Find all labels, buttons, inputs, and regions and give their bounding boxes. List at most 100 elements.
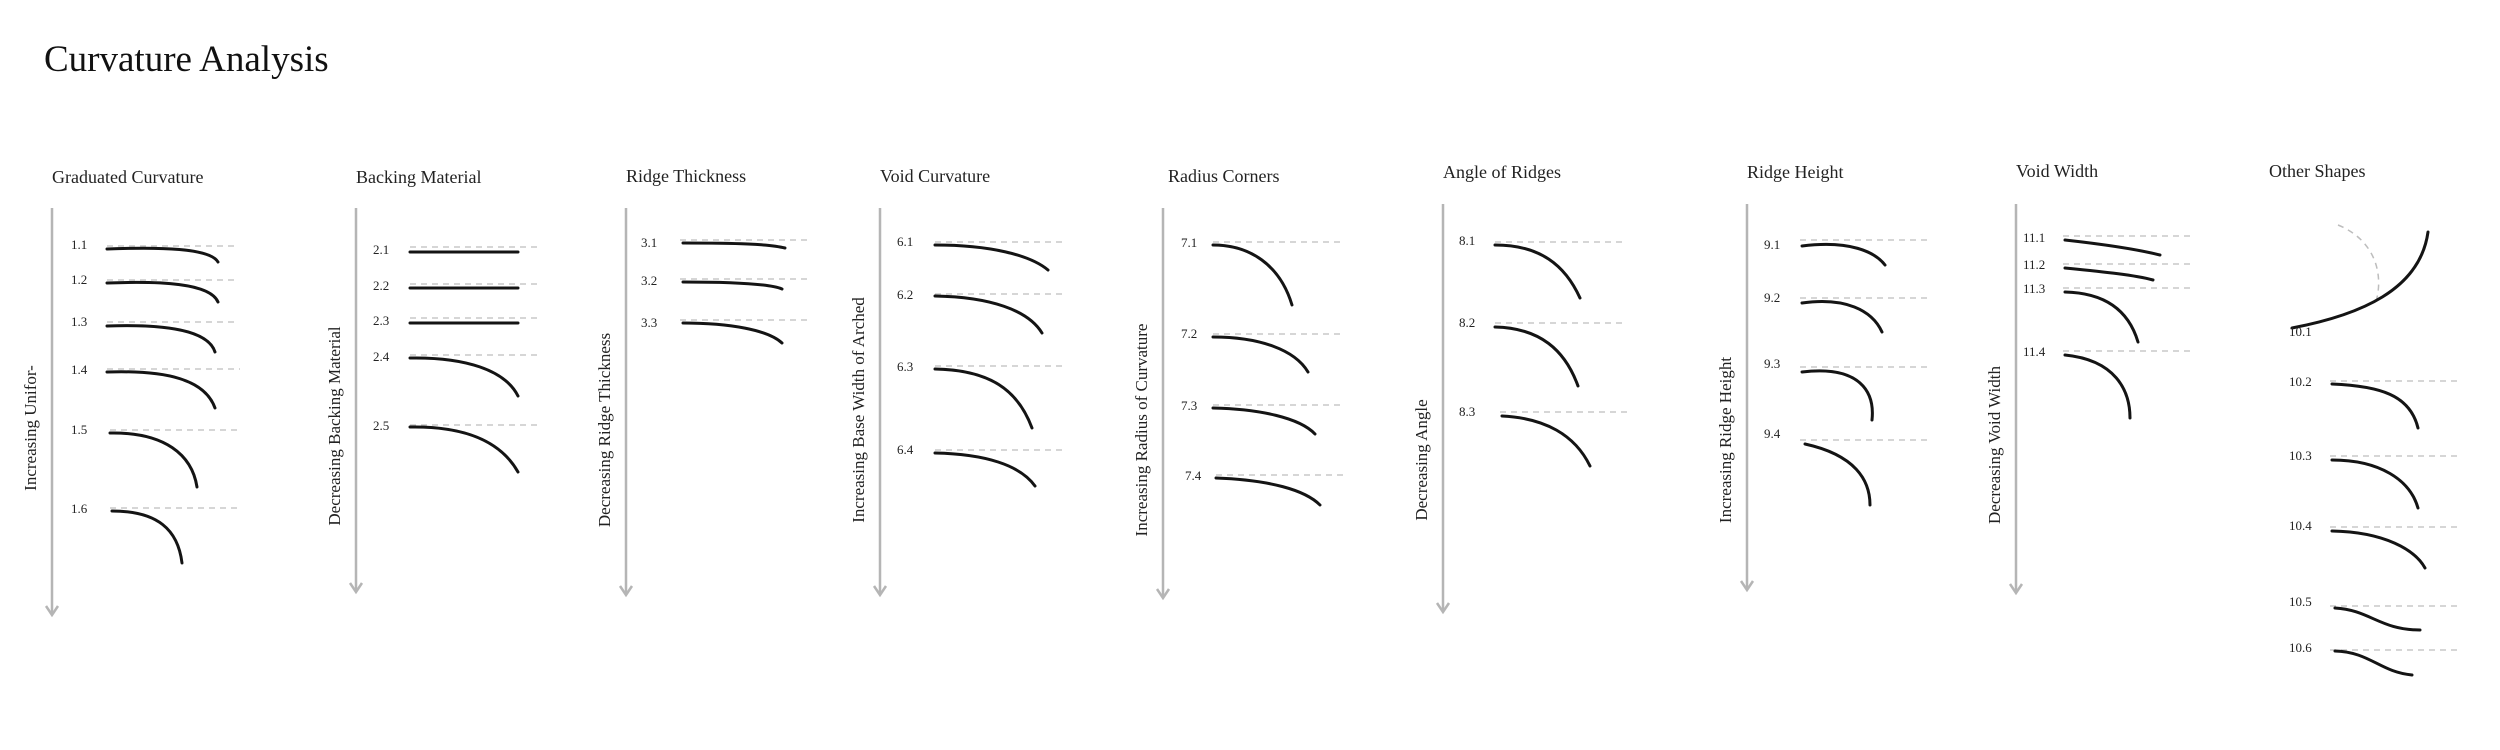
item-label: 10.4 — [2289, 518, 2312, 533]
item-7-3: 7.3 — [1181, 398, 1343, 436]
item-label: 3.3 — [641, 315, 657, 330]
item-9-3: 9.3 — [1764, 356, 1930, 422]
curve-profile — [681, 321, 784, 345]
item-1-6: 1.6 — [71, 501, 242, 565]
item-2-4: 2.4 — [373, 349, 540, 398]
column-ridge-thickness: Ridge Thickness Decreasing Ridge Thicknes… — [595, 166, 812, 598]
item-label: 1.5 — [71, 422, 87, 437]
item-label: 10.6 — [2289, 640, 2312, 655]
column-title: Angle of Ridges — [1443, 162, 1561, 182]
item-label: 10.3 — [2289, 448, 2312, 463]
item-10-6: 10.6 — [2289, 640, 2460, 677]
item-label: 3.2 — [641, 273, 657, 288]
item-label: 6.2 — [897, 287, 913, 302]
curve-profile — [2290, 230, 2430, 330]
column-title: Other Shapes — [2269, 161, 2365, 181]
item-8-1: 8.1 — [1459, 233, 1625, 300]
item-8-2: 8.2 — [1459, 315, 1625, 388]
item-label: 8.3 — [1459, 404, 1475, 419]
item-label: 11.2 — [2023, 257, 2045, 272]
item-label: 7.1 — [1181, 235, 1197, 250]
item-7-2: 7.2 — [1181, 326, 1343, 374]
item-6-2: 6.2 — [897, 287, 1065, 335]
curve-profile — [2330, 458, 2420, 510]
item-2-3: 2.3 — [373, 313, 540, 328]
item-label: 2.2 — [373, 278, 389, 293]
item-6-1: 6.1 — [897, 234, 1065, 272]
curve-profile — [1800, 242, 1887, 267]
column-backing-material: Backing Material Decreasing Backing Mater… — [325, 167, 540, 595]
axis-arrow-icon — [1155, 588, 1171, 601]
item-10-5: 10.5 — [2289, 594, 2460, 632]
curve-profile — [933, 451, 1037, 488]
item-1-3: 1.3 — [71, 314, 236, 354]
item-label: 10.2 — [2289, 374, 2312, 389]
curve-profile — [933, 294, 1044, 335]
curve-profile — [408, 425, 520, 474]
curve-profile — [105, 370, 217, 410]
item-label: 7.3 — [1181, 398, 1197, 413]
column-void-curvature: Void Curvature Increasing Base Width of A… — [849, 166, 1065, 598]
curve-profile — [1800, 369, 1874, 422]
item-10-4: 10.4 — [2289, 518, 2460, 570]
curve-profile — [1803, 442, 1872, 507]
curve-profile — [933, 243, 1050, 272]
item-label: 6.3 — [897, 359, 913, 374]
column-title: Ridge Thickness — [626, 166, 746, 186]
axis-arrow-icon — [44, 605, 60, 618]
axis-label: Decreasing Angle — [1412, 399, 1431, 520]
item-label: 10.1 — [2289, 324, 2312, 339]
column-title: Void Curvature — [880, 166, 990, 186]
axis-label: Increasing Radius of Curvature — [1132, 324, 1151, 537]
item-10-3: 10.3 — [2289, 448, 2460, 510]
curve-profile — [1211, 406, 1317, 436]
item-10-2: 10.2 — [2289, 374, 2460, 430]
axis-arrow-icon — [2008, 583, 2024, 596]
axis-label: Increasing Unifor- — [21, 365, 40, 491]
item-label: 11.4 — [2023, 344, 2046, 359]
column-angle-of-ridges: Angle of Ridges Decreasing Angle 8.1 8.2 8.3 — [1412, 162, 1630, 615]
item-label: 10.5 — [2289, 594, 2312, 609]
item-10-1: 10.1 — [2289, 224, 2430, 339]
item-label: 2.3 — [373, 313, 389, 328]
curve-profile — [105, 280, 220, 304]
item-11-2: 11.2 — [2023, 257, 2193, 282]
item-label: 9.1 — [1764, 237, 1780, 252]
column-other-shapes: Other Shapes 10.1 10.2 10.3 10.4 10.5 10.6 — [2269, 161, 2460, 677]
curve-profile — [1800, 300, 1884, 334]
item-1-1: 1.1 — [71, 237, 238, 264]
column-void-width: Void Width Decreasing Void Width 11.1 11.2 1… — [1985, 161, 2193, 596]
item-9-1: 9.1 — [1764, 237, 1930, 267]
item-2-2: 2.2 — [373, 278, 540, 293]
item-3-3: 3.3 — [641, 315, 812, 345]
curve-profile — [2333, 606, 2422, 632]
item-11-4: 11.4 — [2023, 344, 2193, 420]
column-ridge-height: Ridge Height Increasing Ridge Height 9.1 9.… — [1716, 162, 1930, 593]
axis-label: Increasing Base Width of Arched — [849, 297, 868, 523]
axis-label: Decreasing Backing Material — [325, 326, 344, 525]
curve-profile — [110, 509, 184, 565]
page-title: Curvature Analysis — [44, 39, 329, 80]
item-label: 1.6 — [71, 501, 88, 516]
item-1-5: 1.5 — [71, 422, 240, 489]
item-6-4: 6.4 — [897, 442, 1065, 488]
column-title: Void Width — [2016, 161, 2098, 181]
column-title: Graduated Curvature — [52, 167, 203, 187]
item-label: 2.4 — [373, 349, 390, 364]
item-label: 3.1 — [641, 235, 657, 250]
item-label: 1.2 — [71, 272, 87, 287]
curve-profile — [105, 246, 220, 264]
item-label: 2.5 — [373, 418, 389, 433]
reference-arc — [2337, 224, 2380, 306]
curve-profile — [1211, 335, 1310, 374]
item-7-1: 7.1 — [1181, 235, 1343, 307]
column-title: Backing Material — [356, 167, 481, 187]
curve-profile — [2063, 290, 2140, 344]
curve-profile — [1493, 325, 1580, 388]
item-9-2: 9.2 — [1764, 290, 1930, 334]
curve-profile — [933, 367, 1034, 430]
item-3-2: 3.2 — [641, 273, 812, 291]
curve-profile — [105, 324, 217, 354]
item-label: 9.3 — [1764, 356, 1780, 371]
item-1-4: 1.4 — [71, 362, 240, 410]
